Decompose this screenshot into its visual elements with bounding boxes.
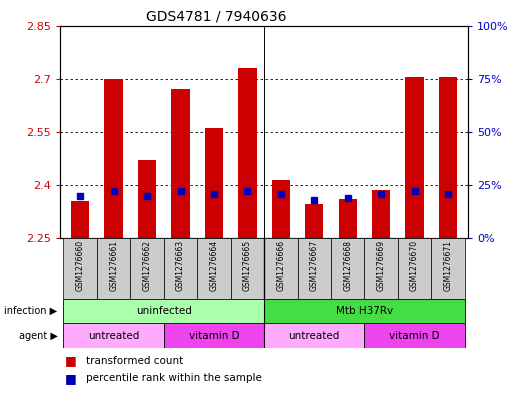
Text: GSM1276665: GSM1276665 xyxy=(243,240,252,291)
Text: GSM1276662: GSM1276662 xyxy=(143,240,152,291)
Bar xyxy=(63,238,97,299)
Bar xyxy=(172,89,190,238)
Bar xyxy=(164,238,197,299)
Bar xyxy=(105,79,123,238)
Bar xyxy=(138,160,156,238)
Text: GSM1276671: GSM1276671 xyxy=(444,240,452,291)
Text: Mtb H37Rv: Mtb H37Rv xyxy=(336,306,393,316)
Text: GSM1276664: GSM1276664 xyxy=(209,240,219,291)
Text: GSM1276668: GSM1276668 xyxy=(343,240,352,291)
Bar xyxy=(365,238,398,299)
Text: GSM1276661: GSM1276661 xyxy=(109,240,118,291)
Bar xyxy=(398,238,431,299)
Bar xyxy=(271,180,290,238)
Text: transformed count: transformed count xyxy=(86,356,184,366)
Text: GSM1276660: GSM1276660 xyxy=(76,240,85,291)
Text: GSM1276666: GSM1276666 xyxy=(276,240,286,291)
Text: vitamin D: vitamin D xyxy=(189,331,239,341)
Bar xyxy=(431,238,465,299)
Text: vitamin D: vitamin D xyxy=(389,331,440,341)
Bar xyxy=(130,238,164,299)
Bar xyxy=(305,204,323,238)
Bar xyxy=(264,323,365,348)
Text: percentile rank within the sample: percentile rank within the sample xyxy=(86,373,262,383)
Bar xyxy=(238,68,257,238)
Bar xyxy=(97,238,130,299)
Bar xyxy=(264,299,465,323)
Bar xyxy=(205,128,223,238)
Bar xyxy=(264,238,298,299)
Bar xyxy=(439,77,457,238)
Bar xyxy=(338,199,357,238)
Text: GSM1276667: GSM1276667 xyxy=(310,240,319,291)
Bar xyxy=(71,201,89,238)
Text: ■: ■ xyxy=(65,371,77,385)
Text: uninfected: uninfected xyxy=(136,306,192,316)
Text: infection ▶: infection ▶ xyxy=(4,306,58,316)
Bar xyxy=(63,323,164,348)
Bar xyxy=(372,190,390,238)
Text: ■: ■ xyxy=(65,354,77,367)
Text: untreated: untreated xyxy=(88,331,139,341)
Text: GSM1276663: GSM1276663 xyxy=(176,240,185,291)
Bar xyxy=(405,77,424,238)
Bar xyxy=(298,238,331,299)
Bar xyxy=(365,323,465,348)
Text: GDS4781 / 7940636: GDS4781 / 7940636 xyxy=(146,10,287,24)
Text: untreated: untreated xyxy=(289,331,340,341)
Text: GSM1276669: GSM1276669 xyxy=(377,240,385,291)
Bar xyxy=(231,238,264,299)
Bar xyxy=(164,323,264,348)
Bar xyxy=(331,238,365,299)
Bar xyxy=(197,238,231,299)
Text: agent ▶: agent ▶ xyxy=(19,331,58,341)
Bar xyxy=(63,299,264,323)
Text: GSM1276670: GSM1276670 xyxy=(410,240,419,291)
